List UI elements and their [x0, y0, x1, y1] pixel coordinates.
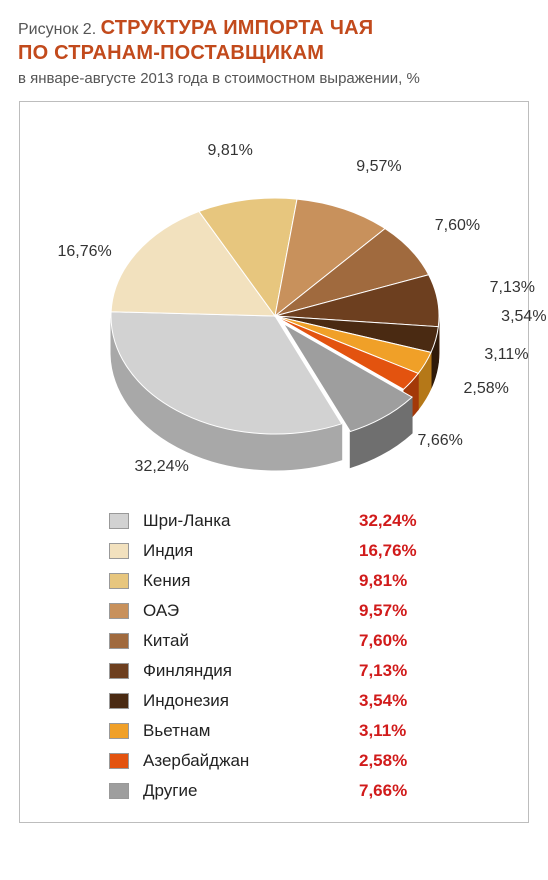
legend-name: Китай — [143, 631, 359, 651]
legend-swatch — [109, 723, 129, 739]
legend-name: Азербайджан — [143, 751, 359, 771]
figure-label: Рисунок 2. — [18, 21, 96, 38]
pie-slice-label: 32,24% — [135, 458, 189, 476]
pie-slice-label: 7,66% — [418, 432, 463, 450]
legend-row: Финляндия7,13% — [109, 656, 439, 686]
title-line-1: СТРУКТУРА ИМПОРТА ЧАЯ — [101, 17, 374, 39]
legend-name: Шри-Ланка — [143, 511, 359, 531]
legend-value: 32,24% — [359, 511, 439, 531]
legend-swatch — [109, 603, 129, 619]
legend-value: 9,57% — [359, 601, 439, 621]
legend-swatch — [109, 753, 129, 769]
legend-name: Кения — [143, 571, 359, 591]
pie-slice-label: 7,13% — [490, 279, 535, 297]
legend-row: Кения9,81% — [109, 566, 439, 596]
legend-name: Другие — [143, 781, 359, 801]
legend-swatch — [109, 543, 129, 559]
pie-slice-label: 3,54% — [501, 308, 546, 326]
pie-slice-label: 7,60% — [435, 217, 480, 235]
pie-slice-label: 9,81% — [208, 142, 253, 160]
legend-swatch — [109, 693, 129, 709]
legend-value: 16,76% — [359, 541, 439, 561]
pie-slice-label: 16,76% — [58, 243, 112, 261]
legend-name: Индонезия — [143, 691, 359, 711]
legend-swatch — [109, 633, 129, 649]
legend-name: Индия — [143, 541, 359, 561]
legend-value: 7,66% — [359, 781, 439, 801]
pie-chart: 32,24%16,76%9,81%9,57%7,60%7,13%3,54%3,1… — [20, 108, 528, 498]
legend-swatch — [109, 663, 129, 679]
legend-row: Индонезия3,54% — [109, 686, 439, 716]
pie-slice-label: 9,57% — [356, 158, 401, 176]
legend-row: Другие7,66% — [109, 776, 439, 806]
legend-value: 7,60% — [359, 631, 439, 651]
chart-frame: 32,24% 16,76% 9,81% 9,57% 7,60% 7,13% 3,54% 3,1… — [19, 101, 529, 823]
page: Рисунок 2. СТРУКТУРА ИМПОРТА ЧАЯ ПО СТРА… — [0, 0, 548, 880]
legend-value: 2,58% — [359, 751, 439, 771]
legend-row: ОАЭ9,57% — [109, 596, 439, 626]
legend-swatch — [109, 513, 129, 529]
legend-swatch — [109, 783, 129, 799]
pie-slice-label: 2,58% — [464, 380, 509, 398]
legend-value: 7,13% — [359, 661, 439, 681]
pie-slice-label: 3,11% — [484, 346, 528, 364]
legend-value: 3,11% — [359, 721, 439, 741]
legend-row: Шри-Ланка32,24% — [109, 506, 439, 536]
title-block: Рисунок 2. СТРУКТУРА ИМПОРТА ЧАЯ ПО СТРА… — [18, 16, 530, 66]
legend-swatch — [109, 573, 129, 589]
subtitle: в январе-августе 2013 года в стоимостном… — [18, 70, 530, 87]
legend: Шри-Ланка32,24%Индия16,76%Кения9,81%ОАЭ9… — [109, 506, 439, 806]
legend-name: ОАЭ — [143, 601, 359, 621]
legend-value: 3,54% — [359, 691, 439, 711]
legend-row: Китай7,60% — [109, 626, 439, 656]
legend-value: 9,81% — [359, 571, 439, 591]
title-line-2: ПО СТРАНАМ-ПОСТАВЩИКАМ — [18, 42, 324, 64]
legend-name: Финляндия — [143, 661, 359, 681]
legend-row: Индия16,76% — [109, 536, 439, 566]
legend-name: Вьетнам — [143, 721, 359, 741]
legend-row: Азербайджан2,58% — [109, 746, 439, 776]
legend-row: Вьетнам3,11% — [109, 716, 439, 746]
